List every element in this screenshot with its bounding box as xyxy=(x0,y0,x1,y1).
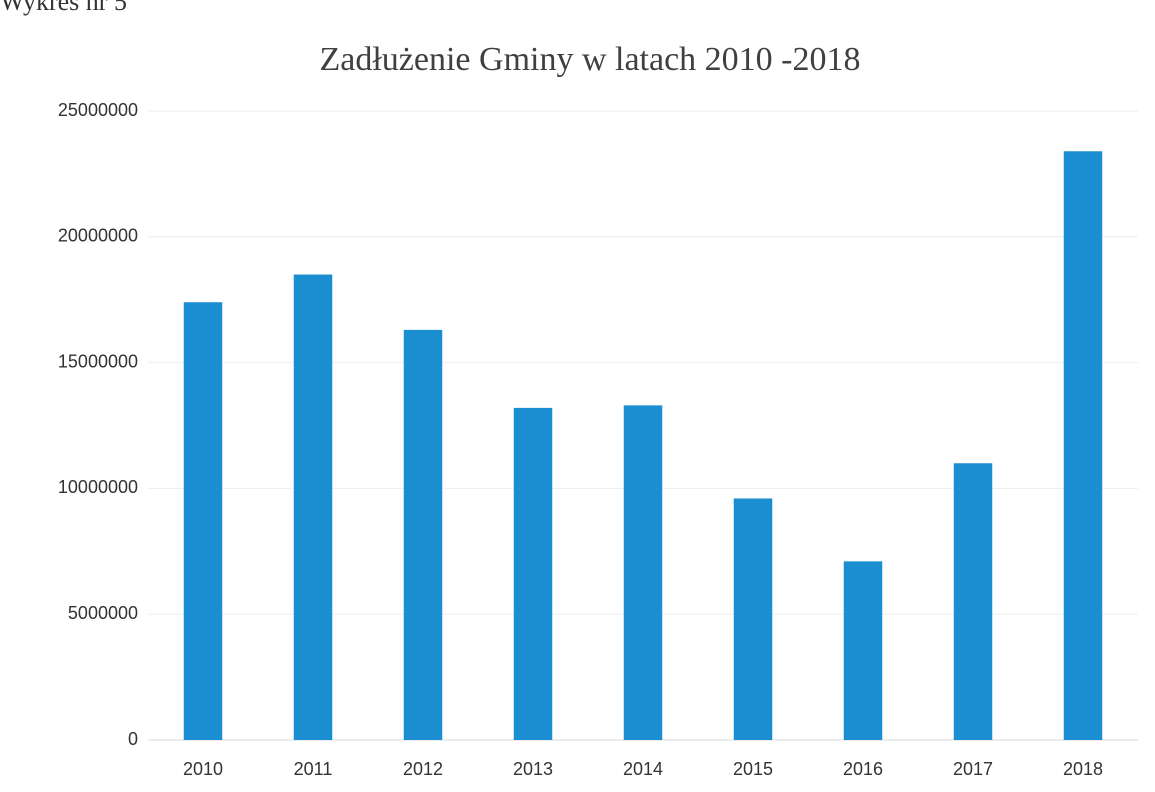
bar xyxy=(183,302,223,740)
x-tick-label: 2013 xyxy=(513,759,553,779)
bar xyxy=(733,498,773,740)
bar xyxy=(293,274,333,740)
x-tick-label: 2011 xyxy=(294,759,333,779)
y-tick-label: 0 xyxy=(128,729,138,749)
y-tick-label: 25000000 xyxy=(58,100,138,120)
bar xyxy=(953,463,993,740)
x-tick-label: 2014 xyxy=(623,759,663,779)
bar xyxy=(513,407,553,740)
x-tick-label: 2010 xyxy=(183,759,223,779)
y-tick-label: 5000000 xyxy=(68,603,138,623)
bar xyxy=(403,329,443,740)
x-tick-label: 2017 xyxy=(953,759,993,779)
x-tick-label: 2015 xyxy=(733,759,773,779)
y-tick-label: 20000000 xyxy=(58,226,138,246)
x-tick-label: 2016 xyxy=(843,759,883,779)
y-tick-label: 15000000 xyxy=(58,351,138,371)
caption: Wykres nr 5 xyxy=(0,0,127,16)
bar xyxy=(843,561,883,740)
x-tick-label: 2018 xyxy=(1063,759,1103,779)
chart-title: Zadłużenie Gminy w latach 2010 -2018 xyxy=(319,41,860,78)
x-tick-label: 2012 xyxy=(403,759,443,779)
y-tick-label: 10000000 xyxy=(58,477,138,497)
bar xyxy=(1063,151,1103,741)
bar xyxy=(623,405,663,740)
